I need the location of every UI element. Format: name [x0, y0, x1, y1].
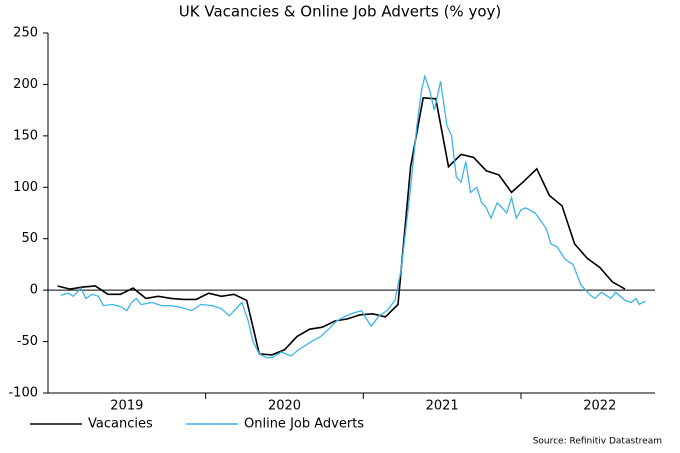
y-tick-label: 50: [21, 231, 38, 246]
x-tick-label: 2019: [110, 399, 143, 414]
x-tick-label: 2021: [426, 399, 459, 414]
chart-title: UK Vacancies & Online Job Adverts (% yoy…: [179, 3, 501, 21]
y-tick-label: 100: [13, 180, 38, 195]
x-tick-label: 2020: [268, 399, 301, 414]
legend-label: Online Job Adverts: [244, 417, 364, 432]
y-tick-label: 0: [30, 283, 38, 298]
y-tick-label: 250: [13, 26, 38, 41]
series-line: [60, 73, 646, 359]
y-tick-label: 150: [13, 128, 38, 143]
source-note: Source: Refinitiv Datastream: [533, 437, 662, 447]
y-tick-label: -50: [17, 334, 38, 349]
y-tick-label: 200: [13, 77, 38, 92]
series-line: [57, 96, 626, 356]
x-tick-label: 2022: [583, 399, 616, 414]
legend-label: Vacancies: [88, 417, 153, 432]
y-tick-label: -100: [8, 386, 38, 401]
